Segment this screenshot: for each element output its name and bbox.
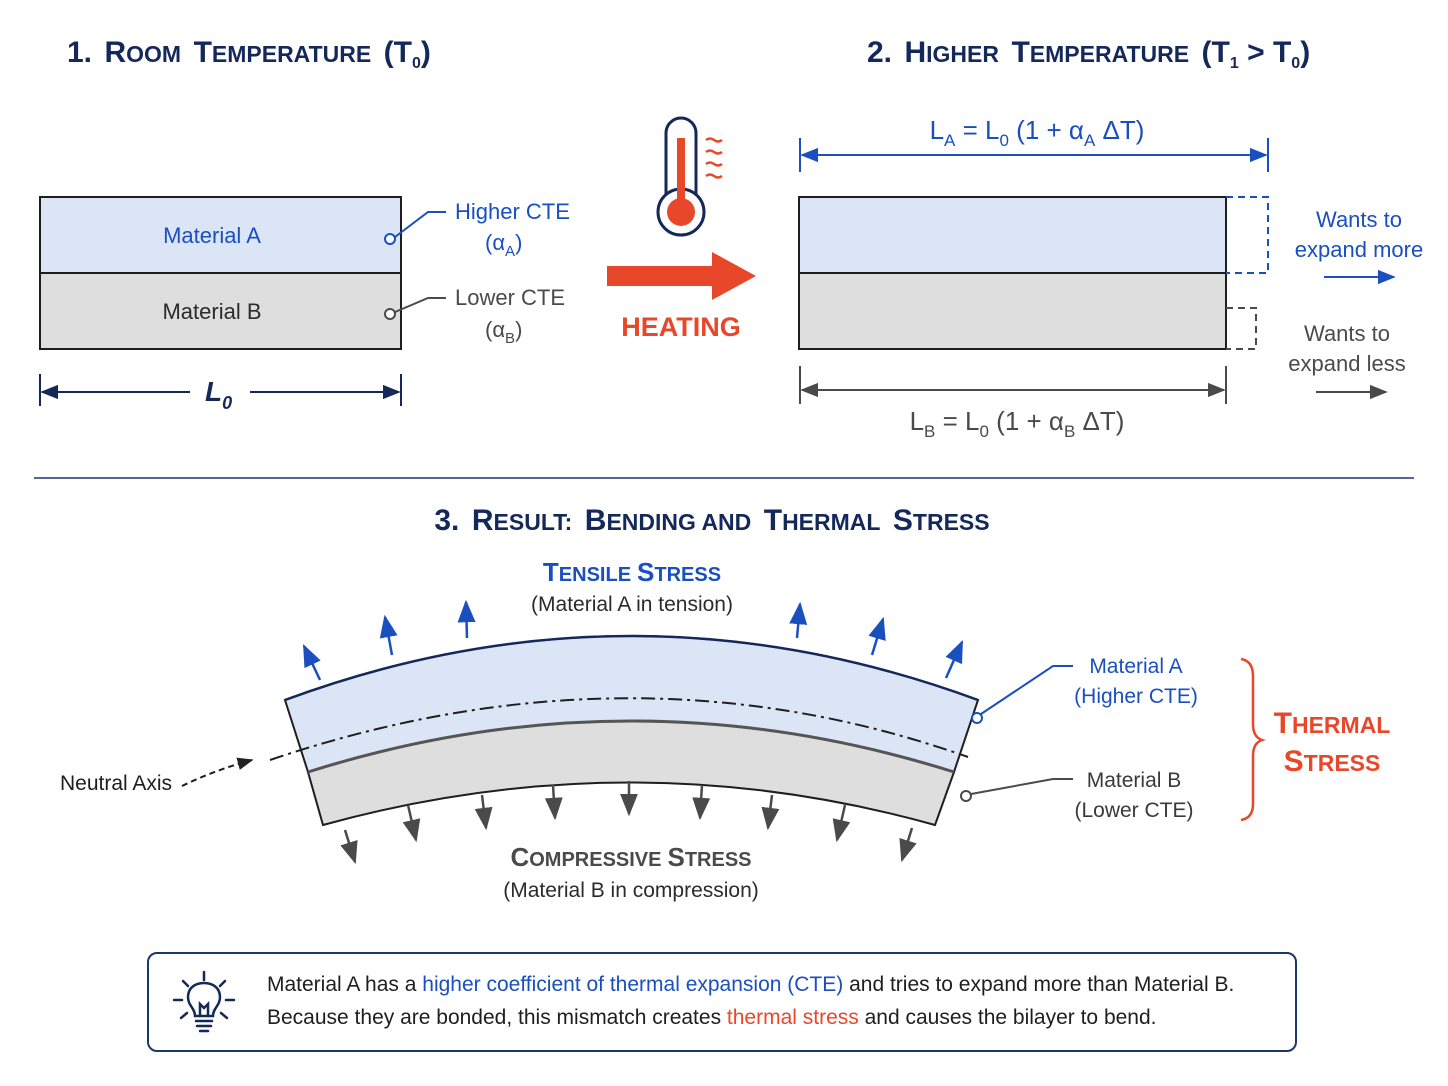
compressive-stress-subtitle: (Material B in compression) (503, 879, 759, 902)
material-a-layer-heated (798, 196, 1227, 274)
thermometer-icon (656, 116, 723, 237)
la-dimension (799, 138, 1269, 172)
lb-equation: LB = L0 (1 + αB ΔT) (910, 406, 1125, 441)
section2-title: 2. HIGHER TEMPERATURE (T1 > T0) (867, 36, 1310, 72)
neutral-axis-line (269, 697, 969, 761)
heating-label: HEATING (621, 312, 741, 342)
note-text-part2: and tries to expand more than Material B… (843, 973, 1235, 996)
section3-title: 3. RESULT: BENDING AND THERMAL STRESS (434, 504, 989, 537)
info-note-box: Material A has a higher coefficient of t… (147, 952, 1297, 1052)
info-note-text: Material A has a higher coefficient of t… (267, 968, 1287, 1034)
material-a-expansion-outline (1226, 196, 1269, 274)
bent-bilayer (269, 634, 980, 827)
note-highlight-cte: higher coefficient of thermal expansion … (422, 973, 844, 996)
material-a-layer (39, 196, 402, 274)
wants-expand-less-line1: Wants to (1304, 321, 1390, 346)
lightbulb-icon (172, 970, 236, 1033)
higher-cte-callout: Higher CTE (αA) (384, 199, 570, 260)
thermal-stress-label-line1: THERMAL (1274, 707, 1391, 740)
compressive-arrows (340, 781, 917, 865)
lb-dimension (799, 366, 1227, 404)
heating-arrow (607, 252, 756, 300)
bilayer-high-temp (798, 196, 1269, 350)
thermal-stress-brace (1240, 657, 1266, 822)
alpha-b-label: (αB) (485, 317, 522, 347)
bent-material-a-label: Material A (1089, 655, 1182, 678)
l0-label: L0 (205, 376, 232, 413)
lower-cte-label: Lower CTE (455, 285, 565, 310)
bent-material-a-cte: (Higher CTE) (1074, 685, 1198, 708)
compressive-stress-heading: COMPRESSIVE STRESS (510, 842, 751, 872)
material-b-layer-heated (798, 272, 1227, 350)
higher-cte-label: Higher CTE (455, 199, 570, 224)
note-highlight-thermal-stress: thermal stress (726, 1006, 859, 1029)
la-equation: LA = L0 (1 + αA ΔT) (930, 115, 1145, 150)
lower-cte-callout: Lower CTE (αB) (384, 285, 565, 347)
neutral-axis-label: Neutral Axis (60, 772, 172, 795)
neutral-axis-pointer (181, 757, 254, 787)
length-dimension-l0: L0 (39, 374, 402, 413)
alpha-a-label: (αA) (485, 230, 522, 260)
material-b-expansion-outline (1226, 307, 1257, 350)
wants-expand-more-line1: Wants to (1316, 207, 1402, 232)
thermal-stress-label-line2: STRESS (1284, 745, 1381, 778)
bent-material-b-label: Material B (1087, 769, 1182, 792)
bilayer-room-temp: Material A Material B (39, 196, 402, 350)
wants-expand-more-line2: expand more (1295, 237, 1423, 262)
note-text-part4: and causes the bilayer to bend. (858, 1006, 1157, 1029)
tensile-stress-heading: TENSILE STRESS (543, 557, 721, 587)
bent-material-b-callout (960, 778, 1073, 802)
tensile-stress-subtitle: (Material A in tension) (531, 593, 733, 616)
wants-expand-less-line2: expand less (1288, 351, 1405, 376)
bent-material-b-cte: (Lower CTE) (1074, 799, 1193, 822)
note-text-part3: Because they are bonded, this mismatch c… (267, 1006, 727, 1029)
section1-title: 1. ROOM TEMPERATURE (T0) (67, 36, 431, 72)
material-b-layer (39, 272, 402, 350)
tensile-arrows (302, 599, 964, 681)
note-text-part1: Material A has a (267, 973, 423, 996)
material-b-label: Material B (162, 299, 261, 324)
material-a-label: Material A (163, 223, 261, 248)
bent-material-a-callout (971, 665, 1073, 724)
